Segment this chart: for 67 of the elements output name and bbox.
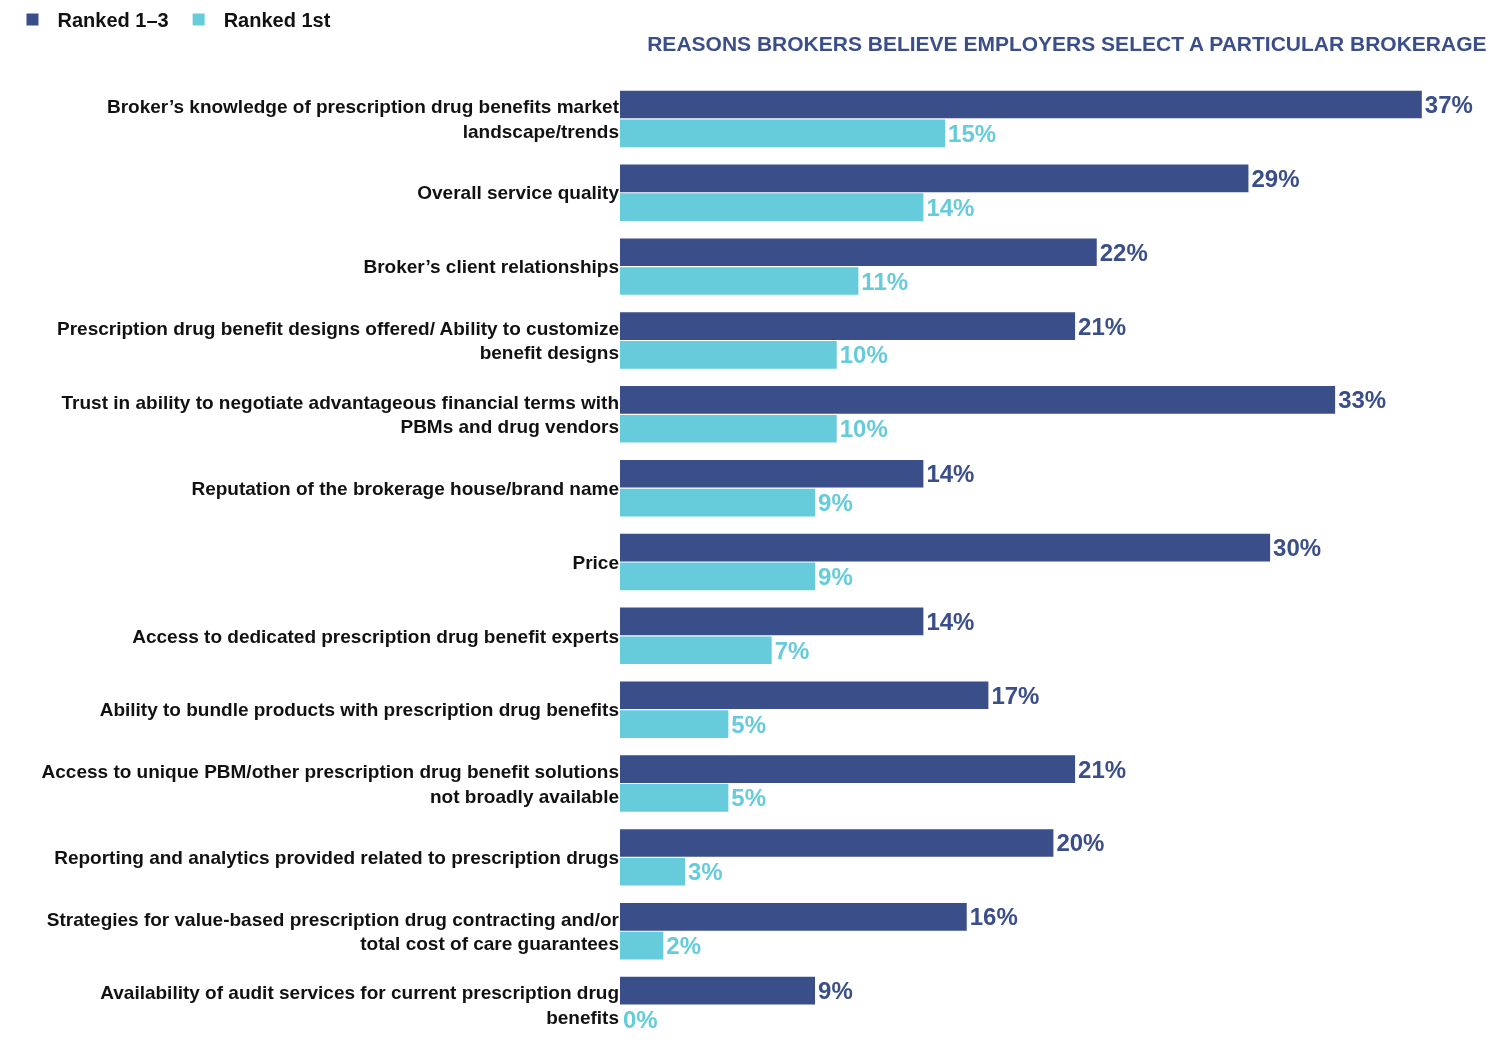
- data-label: 37%: [1424, 91, 1473, 119]
- data-label: 10%: [839, 341, 888, 369]
- bar: [620, 562, 816, 591]
- y-tick-label: Price: [572, 551, 619, 573]
- bar: [620, 857, 686, 886]
- bar: [620, 267, 859, 295]
- y-tick-label: Strategies for value-based prescription drug contracting and/or total cost of care guarantees: [46, 908, 620, 955]
- data-label: 33%: [1338, 386, 1387, 414]
- y-tick-label: Prescription drug benefit designs offered/ Ability to customize benefit designs: [57, 317, 619, 364]
- bar: [620, 459, 924, 488]
- y-tick-label: Access to dedicated prescription drug benefit experts: [132, 625, 619, 647]
- data-label: 16%: [969, 903, 1018, 931]
- data-label: 22%: [1099, 238, 1148, 266]
- legend-label: Ranked 1–3: [57, 9, 169, 32]
- y-tick-label: Access to unique PBM/other prescription drug benefit solutions not broadly available: [41, 760, 619, 807]
- bar: [620, 164, 1249, 193]
- y-tick-label: Availability of audit services for current prescription drug benefits: [100, 982, 619, 1029]
- data-label: 5%: [731, 710, 767, 738]
- data-label: 9%: [818, 489, 853, 517]
- bar: [620, 341, 837, 369]
- bar: [620, 931, 664, 960]
- data-label: 0%: [623, 1005, 658, 1033]
- data-label: 3%: [688, 858, 723, 886]
- bar: [620, 636, 772, 665]
- bar: [620, 193, 924, 221]
- y-tick-label: Overall service quality: [417, 182, 620, 204]
- y-tick-label: Reputation of the brokerage house/brand name: [191, 477, 619, 499]
- data-label: 14%: [926, 607, 975, 635]
- bar: [620, 903, 967, 931]
- bar: [620, 119, 946, 148]
- y-tick-label: Reporting and analytics provided related to prescription drugs: [54, 847, 619, 869]
- bar: [620, 784, 729, 812]
- y-tick-label: Trust in ability to negotiate advantageous financial terms with PBMs and drug vendors: [61, 391, 619, 438]
- data-label: 14%: [926, 460, 975, 488]
- bar: [620, 312, 1076, 340]
- bar: [620, 533, 1271, 562]
- bar: [620, 488, 816, 517]
- data-label: 7%: [774, 636, 810, 664]
- chart-title: REASONS BROKERS BELIEVE EMPLOYERS SELECT A PARTICULAR BROKERAGE: [647, 32, 1487, 56]
- data-label: 15%: [948, 119, 997, 147]
- data-label: 11%: [861, 267, 909, 295]
- bar: [620, 710, 729, 738]
- data-label: 2%: [666, 932, 702, 960]
- bar: [620, 829, 1054, 857]
- data-label: 30%: [1273, 534, 1322, 562]
- data-label: 17%: [991, 681, 1040, 709]
- bar: [620, 607, 924, 636]
- legend-label: Ranked 1st: [223, 9, 331, 32]
- data-label: 21%: [1078, 312, 1127, 340]
- data-label: 5%: [731, 784, 767, 812]
- bar: [620, 386, 1336, 414]
- y-tick-label: Broker’s knowledge of prescription drug benefits market landscape/trends: [106, 96, 620, 142]
- bar: [620, 755, 1076, 783]
- data-label: 14%: [926, 193, 975, 221]
- data-label: 10%: [839, 415, 888, 443]
- bar: [620, 238, 1097, 267]
- bar: [620, 681, 989, 710]
- data-label: 21%: [1078, 755, 1127, 783]
- data-label: 29%: [1251, 164, 1300, 192]
- y-tick-label: Broker’s client relationships: [363, 256, 619, 278]
- data-label: 9%: [818, 562, 853, 590]
- data-label: 9%: [818, 977, 853, 1005]
- y-tick-label: Ability to bundle products with prescription drug benefits: [99, 699, 619, 721]
- bar: [620, 976, 816, 1005]
- bar: [620, 414, 837, 443]
- data-label: 20%: [1056, 829, 1105, 857]
- bar: [620, 90, 1422, 119]
